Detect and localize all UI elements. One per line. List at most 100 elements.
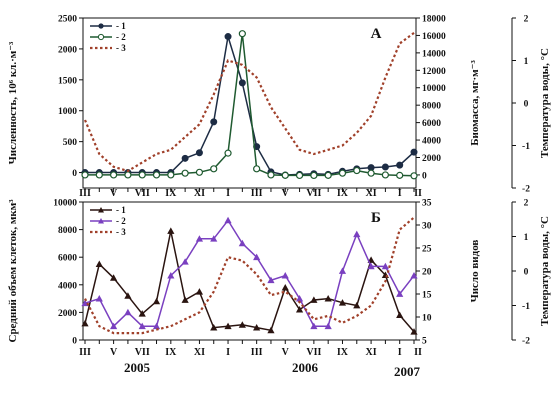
data-point-series-2	[124, 171, 132, 179]
data-point-series-1	[152, 297, 161, 305]
month-tick-label: XI	[194, 347, 205, 358]
series-line-2	[85, 33, 415, 177]
panel-a: 0 500 1000 1500 2000 2500 0 2000 4000 6000 8000 100…	[7, 15, 551, 200]
data-point-series-1	[167, 227, 175, 234]
data-point-series-1	[238, 79, 246, 87]
data-point-series-2	[396, 171, 404, 179]
data-point-series-2	[238, 30, 246, 38]
data-point-series-1	[181, 296, 189, 303]
right-tick-label: 0	[422, 171, 427, 181]
legend-label-2: - 2	[116, 32, 126, 42]
data-point-series-1	[81, 319, 89, 327]
data-point-series-2	[281, 272, 289, 279]
left-tick-label: 4000	[58, 281, 77, 291]
left-tick-label: 2000	[58, 45, 77, 55]
left-tick-label: 0	[72, 169, 77, 179]
legend-marker-2	[98, 218, 104, 224]
left-tick-label: 1500	[58, 76, 77, 86]
series-line-3	[83, 32, 415, 173]
temperature-tick-label: -2	[522, 185, 530, 195]
data-point-series-1	[396, 161, 404, 169]
data-point-series-1	[381, 163, 389, 171]
data-point-series-2	[195, 235, 204, 242]
data-point-series-2	[267, 171, 275, 179]
legend-label-3: - 3	[116, 43, 126, 53]
data-point-series-2	[338, 169, 347, 177]
data-point-series-2	[181, 169, 189, 177]
temperature-tick-label: 2	[524, 199, 529, 209]
right-tick-label: 10	[422, 314, 432, 324]
right-tick-label: 18000	[422, 15, 446, 25]
data-point-series-1	[224, 322, 232, 330]
data-point-series-2	[138, 322, 146, 330]
month-tick-label: XI	[366, 347, 377, 358]
panel-letter: А	[371, 26, 382, 42]
right-axis-title: Биомасса, мг·м⁻³	[469, 60, 481, 146]
data-point-series-1	[195, 288, 204, 295]
month-tick-label: II	[414, 347, 422, 358]
data-point-series-1	[238, 321, 246, 328]
left-tick-label: 0	[72, 337, 77, 347]
series-line-1	[84, 230, 415, 333]
left-tick-label: 2500	[58, 15, 77, 25]
month-tick-label: XI	[366, 188, 377, 199]
right-tick-label: 35	[422, 199, 432, 209]
data-point-series-2	[410, 172, 418, 180]
month-tick-label: IX	[165, 347, 177, 358]
data-point-series-1	[295, 306, 304, 313]
year-label-2005: 2005	[124, 360, 151, 375]
month-tick-label: VII	[306, 188, 321, 199]
data-point-series-1	[410, 148, 418, 156]
month-tick-label: XI	[194, 188, 205, 199]
temperature-tick-label: -2	[522, 337, 530, 347]
data-point-series-2	[81, 171, 89, 179]
data-point-series-2	[324, 171, 332, 179]
data-point-series-2	[324, 322, 332, 330]
month-tick-label: V	[282, 188, 290, 199]
data-point-series-2	[95, 295, 103, 302]
data-point-series-2	[281, 171, 289, 179]
legend-label-1: - 1	[116, 21, 126, 31]
month-tick-label: IX	[337, 188, 349, 199]
month-tick-label: I	[226, 347, 230, 358]
data-point-series-1	[253, 323, 261, 331]
legend-label-1: - 1	[116, 205, 126, 215]
data-point-series-2	[110, 171, 118, 179]
panel-letter: Б	[371, 210, 381, 226]
right-tick-label: 12000	[422, 67, 446, 77]
data-point-series-2	[167, 171, 175, 179]
data-point-series-1	[338, 299, 347, 306]
data-point-series-2	[310, 322, 318, 330]
legend-marker-2	[97, 33, 105, 41]
temperature-tick-label: -1	[522, 302, 530, 312]
legend-marker-1	[98, 23, 104, 29]
left-tick-label: 8000	[58, 226, 77, 236]
temperature-tick-label: -1	[522, 142, 530, 152]
left-tick-label: 500	[63, 138, 78, 148]
month-tick-label: VII	[135, 347, 150, 358]
right-tick-label: 8000	[422, 102, 441, 112]
data-point-series-1	[195, 149, 203, 157]
data-point-series-2	[353, 230, 361, 238]
left-tick-label: 1000	[58, 107, 77, 117]
right-tick-label: 5	[422, 337, 427, 347]
data-point-series-1	[210, 323, 218, 331]
temperature-tick-label: 1	[524, 57, 529, 67]
month-tick-label: V	[282, 347, 290, 358]
series-line-2	[84, 219, 415, 328]
month-tick-label: III	[79, 347, 91, 358]
data-point-series-1	[95, 260, 103, 267]
data-point-series-2	[210, 235, 218, 242]
legend-label-3: - 3	[116, 227, 126, 237]
data-point-series-2	[353, 166, 361, 175]
data-point-series-1	[124, 292, 132, 299]
data-point-series-2	[253, 165, 261, 173]
month-tick-label: IX	[337, 347, 349, 358]
data-point-series-2	[295, 171, 304, 180]
data-point-series-1	[310, 296, 318, 303]
data-point-series-2	[338, 267, 347, 274]
left-axis-title: Средний объем клеток, мкм³	[7, 199, 19, 343]
data-point-series-2	[253, 253, 261, 261]
temperature-axis-title: Температура воды, °С	[539, 48, 551, 158]
month-tick-label: I	[398, 188, 402, 199]
